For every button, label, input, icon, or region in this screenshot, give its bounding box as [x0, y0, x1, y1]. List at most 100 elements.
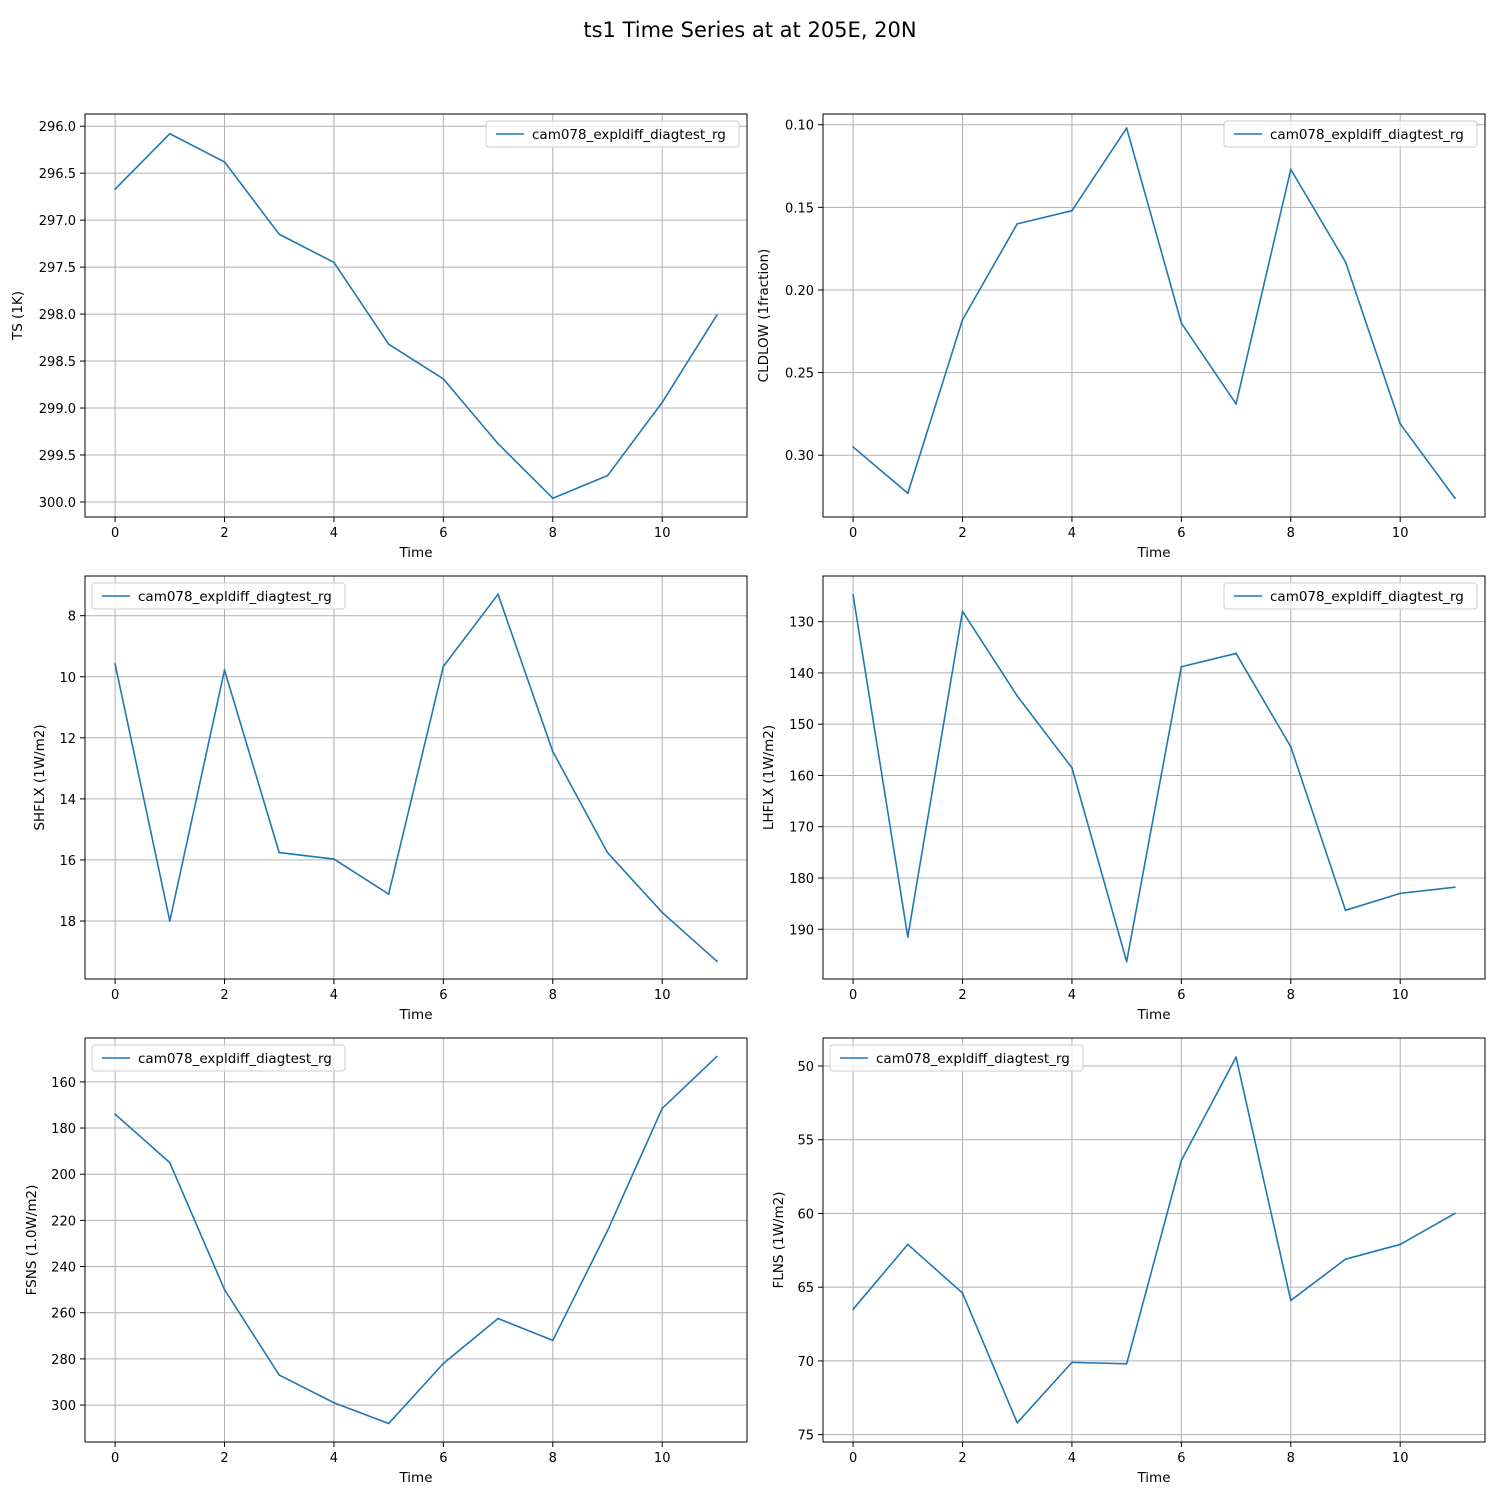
chart-6-ytick-label: 75	[797, 1429, 814, 1444]
chart-6-series-line	[852, 1056, 1456, 1424]
chart-4-data-point	[1125, 960, 1128, 963]
chart-3-data-point	[333, 858, 335, 860]
chart-3-xlabel: Time	[398, 1007, 432, 1023]
chart-1-ytick-label: 297.5	[39, 261, 76, 276]
chart-5-ytick-label: 280	[51, 1353, 76, 1368]
chart-5-xtick-label: 4	[330, 1451, 338, 1466]
chart-5-ytick-label: 200	[51, 1168, 76, 1183]
chart-1-xtick-label: 4	[330, 526, 338, 541]
chart-6-data-point	[1071, 1361, 1073, 1364]
chart-3-ytick-label: 10	[59, 671, 76, 686]
chart-6-data-point	[1180, 1159, 1183, 1162]
chart-1-axes-frame	[84, 113, 748, 518]
chart-1-xtick-label: 10	[654, 526, 671, 541]
chart-4-xtick-label: 10	[1392, 988, 1409, 1003]
chart-6-xtick-label: 6	[1177, 1451, 1185, 1466]
chart-5-xtick-label: 0	[111, 1451, 119, 1466]
chart-1-xtick-label: 8	[549, 526, 557, 541]
chart-3-xtick-label: 8	[549, 988, 557, 1003]
chart-1-ytick-label: 296.5	[39, 167, 76, 182]
chart-5-xtick-label: 10	[654, 1451, 671, 1466]
chart-1-data-point	[278, 233, 281, 236]
chart-3-ytick-label: 12	[59, 732, 76, 747]
chart-4-data-point	[1344, 909, 1347, 912]
chart-4: 0 2 4 6 8 10 130 140 150 160 170 180 190 Time LHFLX (1…	[761, 575, 1486, 1023]
chart-5-ytick-label: 300	[51, 1399, 76, 1414]
chart-5-xlabel: Time	[398, 1470, 432, 1486]
chart-6-axes-frame	[822, 1037, 1486, 1443]
chart-4-ylabel: LHFLX (1W/m2)	[761, 725, 777, 830]
chart-2-data-point	[1125, 127, 1128, 129]
chart-5-ytick-label: 160	[51, 1076, 76, 1091]
chart-4-data-point	[852, 594, 854, 596]
chart-2-legend-box	[1223, 120, 1478, 148]
chart-5-ytick-label: 260	[51, 1307, 76, 1322]
chart-3: 0 2 4 6 8 10 8 10 12 14 16 18 Time SHFLX (1W/m2) cam07…	[32, 575, 748, 1023]
chart-4-data-point	[1454, 886, 1456, 889]
chart-2-ytick-label: 0.10	[785, 119, 814, 134]
chart-2-ytick-label: 0.30	[785, 449, 814, 464]
chart-3-ylabel: SHFLX (1W/m2)	[32, 724, 48, 830]
chart-5-data-point	[114, 1113, 116, 1116]
chart-4-data-point	[1399, 892, 1402, 895]
chart-1-data-point	[333, 261, 335, 264]
chart-6-data-point	[852, 1308, 854, 1311]
chart-2-series-line	[852, 127, 1456, 499]
chart-2-data-point	[906, 492, 909, 495]
chart-2-data-point	[1344, 260, 1347, 263]
chart-4-ytick-label: 150	[789, 718, 814, 733]
chart-1-xtick-label: 2	[220, 526, 228, 541]
chart-4-data-point	[961, 610, 964, 613]
chart-6-data-point	[1399, 1243, 1402, 1246]
chart-2-xtick-label: 8	[1287, 526, 1295, 541]
chart-1-xtick-label: 6	[439, 526, 447, 541]
chart-2-legend-label: cam078_expldiff_diagtest_rg	[1270, 127, 1464, 143]
chart-4-legend-label: cam078_expldiff_diagtest_rg	[1270, 589, 1464, 605]
chart-2-xtick-label: 10	[1392, 526, 1409, 541]
chart-3-ytick-label: 8	[68, 610, 76, 625]
chart-2-data-point	[852, 446, 854, 448]
chart-1: 0 2 4 6 8 10 296.0 296.5 297.0 297.5 298.0 298.5 299…	[10, 113, 748, 561]
chart-4-data-point	[1180, 665, 1183, 668]
chart-2: 0 2 4 6 8 10 0.10 0.15 0.20 0.25 0.30 Time CLDLOW (1…	[756, 113, 1486, 561]
chart-1-data-point	[661, 401, 664, 404]
chart-6-data-point	[1344, 1258, 1347, 1261]
chart-6-data-point	[1235, 1056, 1237, 1059]
chart-3-data-point	[442, 665, 445, 668]
chart-5-xtick-label: 2	[220, 1451, 228, 1466]
figure-suptitle: ts1 Time Series at at 205E, 20N	[583, 18, 916, 42]
chart-1-ytick-label: 299.0	[39, 402, 76, 417]
chart-3-legend-label: cam078_expldiff_diagtest_rg	[138, 589, 332, 605]
chart-2-data-point	[1235, 403, 1237, 405]
chart-1-xlabel: Time	[398, 545, 432, 561]
chart-1-ytick-label: 300.0	[39, 496, 76, 511]
chart-1-series-line	[114, 132, 718, 500]
chart-1-ylabel: TS (1K)	[10, 291, 26, 341]
chart-6-data-point	[1454, 1212, 1456, 1215]
chart-6-xlabel: Time	[1136, 1470, 1170, 1486]
chart-6-legend-box	[829, 1044, 1084, 1072]
chart-1-ytick-label: 297.0	[39, 214, 76, 229]
chart-1-data-point	[223, 161, 226, 163]
chart-5-data-point	[442, 1362, 445, 1365]
chart-1-data-point	[168, 132, 171, 135]
chart-5-data-point	[661, 1107, 664, 1110]
chart-3-data-point	[716, 960, 718, 963]
chart-3-grid	[85, 576, 747, 979]
chart-4-axes-frame	[822, 575, 1486, 980]
chart-2-axes-frame	[822, 113, 1486, 518]
subplot-grid: 0 2 4 6 8 10 296.0 296.5 297.0 297.5 298.0 298.5 299…	[10, 113, 1486, 1486]
chart-5-legend-box	[91, 1044, 346, 1072]
chart-1-legend-box	[485, 120, 740, 148]
chart-5-ytick-label: 220	[51, 1214, 76, 1229]
chart-6-data-point	[961, 1292, 964, 1294]
chart-5-data-point	[168, 1161, 171, 1164]
chart-4-data-point	[906, 936, 909, 938]
chart-4-data-point	[1289, 745, 1292, 748]
chart-5-legend: cam078_expldiff_diagtest_rg	[91, 1044, 346, 1072]
chart-5-axes-frame	[84, 1037, 748, 1443]
chart-1-data-point	[716, 314, 718, 316]
chart-1-data-point	[114, 188, 116, 191]
